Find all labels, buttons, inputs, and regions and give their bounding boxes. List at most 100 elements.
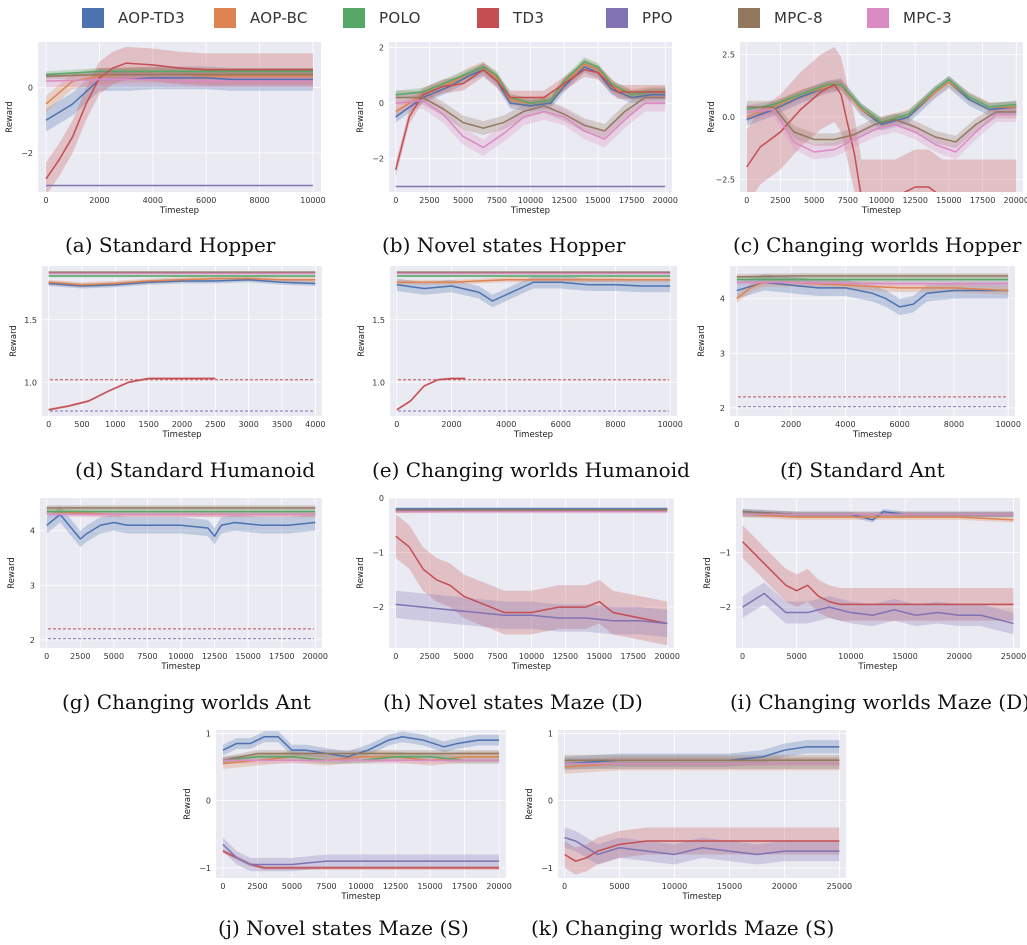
series-band-mpc-3: [395, 92, 666, 156]
x-tick-label: 0: [44, 652, 49, 661]
legend-swatch: [82, 8, 104, 28]
series-line-mpc-8: [222, 752, 500, 762]
y-tick-label: −2: [372, 603, 384, 612]
series-line-mpc-8: [746, 106, 1017, 143]
x-tick-label: 4000: [305, 420, 325, 429]
series-band-polo: [222, 753, 500, 764]
x-axis-label: Timestep: [159, 206, 199, 216]
x-axis-label: Timestep: [161, 430, 201, 440]
y-tick-label: 2: [720, 404, 725, 413]
y-axis-label: Reward: [357, 325, 367, 357]
x-tick-label: 10000: [300, 196, 325, 205]
x-tick-label: 8000: [944, 420, 964, 429]
series-band-aop-bc: [564, 756, 840, 774]
x-tick-label: 0: [46, 420, 51, 429]
series-line-td3: [395, 69, 666, 170]
legend-swatch: [343, 8, 365, 28]
y-tick-label: 0.0: [722, 113, 735, 122]
x-tick-label: 6000: [551, 420, 571, 429]
x-tick-label: 25000: [827, 882, 852, 891]
series-band-aop-td3: [564, 740, 840, 771]
x-tick-label: 15000: [717, 882, 742, 891]
y-tick-label: −2: [719, 603, 731, 612]
x-tick-label: 1000: [105, 420, 125, 429]
y-tick-label: −2: [21, 149, 33, 158]
legend-swatch: [738, 8, 760, 28]
plot-marks: [736, 273, 1009, 408]
x-tick-label: 20000: [303, 652, 328, 661]
series-band-polo: [46, 68, 313, 78]
series-band-mpc-8: [395, 90, 666, 138]
series-line-td3: [396, 377, 466, 411]
plot-marks: [45, 46, 313, 192]
x-tick-label: 17500: [970, 196, 995, 205]
series-line-aop-bc: [222, 756, 500, 765]
y-axis-label: Reward: [525, 788, 535, 820]
plot-area: [558, 730, 846, 878]
series-line-polo: [746, 78, 1017, 123]
chart-caption: (c) Changing worlds Hopper: [733, 233, 1022, 257]
legend-label: MPC-8: [774, 9, 823, 27]
chart-caption: (b) Novel states Hopper: [382, 233, 626, 257]
x-tick-label: 5000: [453, 196, 473, 205]
x-tick-label: 4000: [143, 196, 163, 205]
plot-marks: [741, 508, 1014, 635]
series-line-aop-td3: [46, 513, 316, 540]
x-tick-label: 2000: [441, 420, 461, 429]
x-axis-label: Timestep: [857, 662, 897, 672]
x-tick-label: 0: [394, 420, 399, 429]
plot-area: [38, 42, 321, 192]
x-tick-label: 12500: [902, 196, 927, 205]
legend-item: TD3: [477, 8, 544, 28]
y-tick-label: 2: [379, 44, 384, 53]
plot-marks: [564, 740, 840, 875]
legend-swatch: [867, 8, 889, 28]
series-line-mpc-8: [45, 73, 313, 77]
x-tick-label: 2000: [781, 420, 801, 429]
series-band-ppo: [742, 582, 1014, 635]
series-line-aop-td3: [736, 281, 1009, 308]
x-axis-label: Timestep: [861, 206, 901, 216]
x-tick-label: 2500: [419, 196, 439, 205]
x-tick-label: 2000: [89, 196, 109, 205]
series-line-aop-td3: [746, 81, 1017, 126]
x-axis-label: Timestep: [511, 662, 551, 672]
series-band-ppo: [395, 590, 668, 638]
legend-swatch: [606, 8, 628, 28]
x-tick-label: 15000: [936, 196, 961, 205]
y-tick-label: 1.5: [24, 316, 37, 325]
chart-caption: (d) Standard Humanoid: [75, 458, 316, 482]
y-axis-label: Reward: [707, 101, 717, 133]
plot-marks: [746, 47, 1017, 192]
series-line-mpc-3: [395, 99, 666, 149]
plot-marks: [395, 507, 668, 646]
x-tick-label: 0: [744, 196, 749, 205]
legend-swatch: [214, 8, 236, 28]
series-line-td3: [564, 840, 840, 862]
x-tick-label: 25000: [1001, 652, 1026, 661]
x-tick-label: 12500: [551, 196, 576, 205]
series-line-aop-td3: [45, 77, 313, 121]
plot-area: [736, 498, 1020, 648]
series-line-aop-td3: [395, 66, 666, 118]
x-tick-label: 0: [734, 420, 739, 429]
y-axis-label: Reward: [356, 101, 366, 133]
x-tick-label: 7500: [316, 882, 336, 891]
x-tick-label: 2000: [172, 420, 192, 429]
series-line-aop-td3: [396, 281, 671, 302]
series-line-aop-td3: [222, 735, 500, 758]
series-line-ppo: [222, 843, 500, 866]
x-tick-label: 0: [220, 882, 225, 891]
series-line-ppo: [742, 592, 1014, 625]
x-tick-label: 10000: [838, 652, 863, 661]
x-tick-label: 15000: [585, 196, 610, 205]
series-band-mpc-3: [746, 102, 1017, 160]
x-tick-label: 17500: [452, 882, 477, 891]
legend-swatch: [477, 8, 499, 28]
series-band-td3: [746, 47, 1017, 192]
